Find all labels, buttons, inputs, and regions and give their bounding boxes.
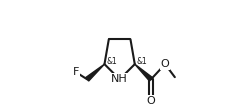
Polygon shape <box>135 64 153 81</box>
Text: O: O <box>147 96 155 106</box>
Polygon shape <box>86 64 105 81</box>
Text: O: O <box>161 59 170 69</box>
Text: &1: &1 <box>136 57 147 66</box>
Text: F: F <box>73 67 79 77</box>
Text: &1: &1 <box>107 57 117 66</box>
Text: NH: NH <box>111 74 128 84</box>
